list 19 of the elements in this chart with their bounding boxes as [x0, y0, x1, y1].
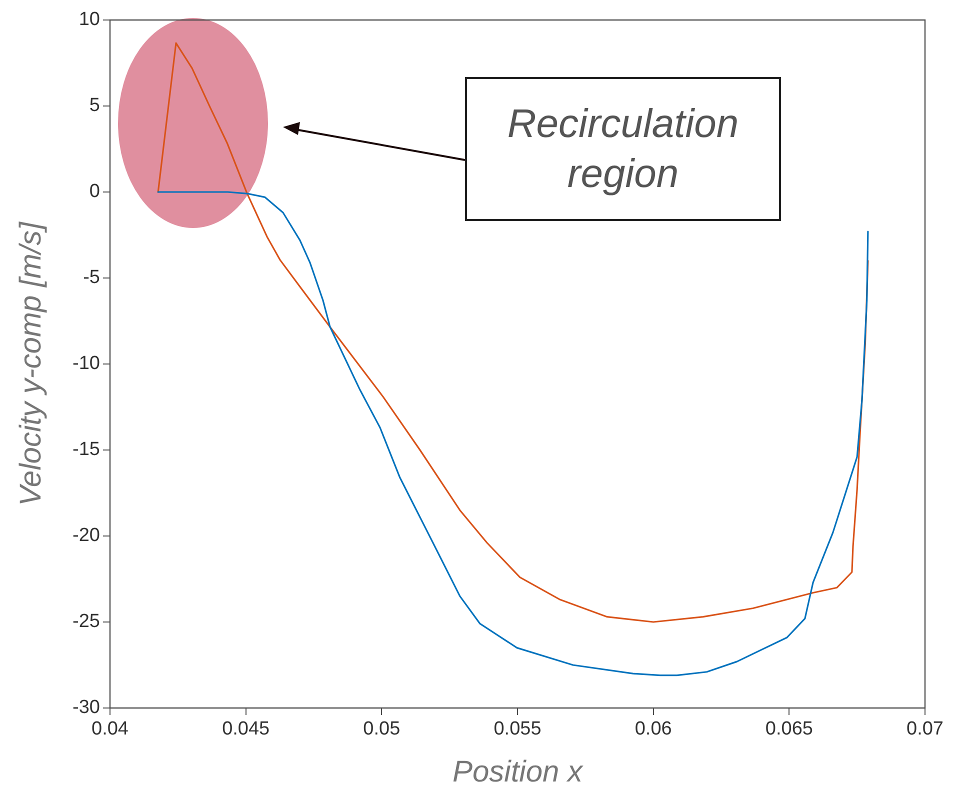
x-tick-label: 0.07 — [906, 718, 944, 740]
y-tick-label: -5 — [83, 267, 100, 288]
y-tick-label: -20 — [72, 525, 100, 546]
y-axis-title: Velocity y-comp [m/s] — [14, 221, 48, 506]
x-tick-label: 0.045 — [222, 718, 270, 740]
y-tick-label: -25 — [72, 611, 100, 632]
y-tick-label: -10 — [72, 353, 100, 374]
y-tick-label: 0 — [89, 181, 100, 202]
x-tick-label: 0.055 — [494, 718, 542, 740]
y-tick-label: -15 — [72, 439, 100, 460]
x-tick-label: 0.065 — [765, 718, 813, 740]
x-tick-label: 0.05 — [363, 718, 400, 740]
x-tick-label: 0.04 — [92, 718, 129, 740]
x-tick-label: 0.06 — [634, 718, 672, 740]
y-tick-label: 5 — [89, 95, 100, 116]
x-axis-title: Position x — [452, 755, 584, 788]
annotation: Recirculation region — [465, 77, 781, 221]
y-tick-label: -30 — [72, 697, 100, 718]
y-tick-label: 10 — [78, 9, 100, 30]
